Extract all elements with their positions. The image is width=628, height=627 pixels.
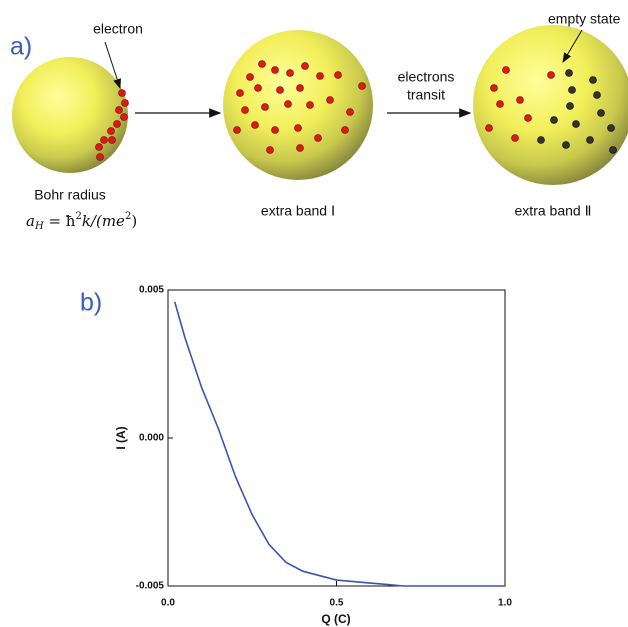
electron-dot xyxy=(236,89,244,97)
empty-state-dot xyxy=(537,136,545,144)
panel-label: b) xyxy=(80,289,102,317)
data-line xyxy=(173,301,505,587)
label: extra band Ⅰ xyxy=(261,203,335,219)
empty-state-dot xyxy=(609,146,617,154)
electron-dot xyxy=(358,82,366,90)
electron-dot xyxy=(547,71,555,79)
empty-state-dot xyxy=(593,91,601,99)
panel-label: a) xyxy=(10,33,32,61)
electron-dot xyxy=(241,106,249,114)
electron-dot xyxy=(254,84,262,92)
x-tick-label: 0.5 xyxy=(330,598,344,609)
electron-dot xyxy=(107,127,115,135)
electron-dot xyxy=(301,62,309,70)
electron-dot xyxy=(306,101,314,109)
empty-state-dot xyxy=(572,120,580,128)
y-axis-title: I (A) xyxy=(114,426,128,449)
empty-state-dot xyxy=(586,136,594,144)
electron-dot xyxy=(490,84,498,92)
electron-dot xyxy=(251,121,259,129)
electron-dot xyxy=(271,66,279,74)
diagram xyxy=(12,25,628,185)
electron-dot xyxy=(511,134,519,142)
electron-dot xyxy=(296,144,304,152)
empty-state-dot xyxy=(566,102,574,110)
electron-dot xyxy=(294,124,302,132)
electron-dot xyxy=(100,136,108,144)
electron-dot xyxy=(516,96,524,104)
electron-dot xyxy=(246,73,254,81)
arrow xyxy=(562,29,583,63)
empty-state-dot xyxy=(607,124,615,132)
electron-dot xyxy=(314,134,322,142)
electron-dot xyxy=(115,106,123,114)
empty-state-dot xyxy=(597,109,605,117)
electron-dot xyxy=(296,84,304,92)
electron-dot xyxy=(326,96,334,104)
label: Bohr radius xyxy=(34,187,106,203)
electron-dot xyxy=(118,89,126,97)
sphere xyxy=(473,25,628,185)
electron-dot xyxy=(346,108,354,116)
label: extra band Ⅱ xyxy=(515,203,592,219)
plot-frame xyxy=(167,289,506,587)
electron-dot xyxy=(258,60,266,68)
empty-state-dot xyxy=(568,86,576,94)
electron-dot xyxy=(485,124,493,132)
x-tick-label: 1.0 xyxy=(498,598,512,609)
label: transit xyxy=(407,87,445,103)
electron-dot xyxy=(524,114,532,122)
sphere xyxy=(223,30,373,180)
x-axis-title: Q (C) xyxy=(321,612,350,626)
y-tick-label: 0.000 xyxy=(139,433,164,444)
electron-dot xyxy=(108,136,116,144)
formula: aH = ħ2k/(me2) xyxy=(26,211,137,232)
electron-dot xyxy=(121,99,129,107)
x-tick-label: 0.0 xyxy=(161,598,175,609)
arrow xyxy=(104,41,122,89)
electron-dot xyxy=(286,69,294,77)
label: electrons xyxy=(398,69,455,85)
electron-dot xyxy=(502,66,510,74)
electron-dot xyxy=(496,100,504,108)
empty-state-dot xyxy=(550,116,558,124)
electron-dot xyxy=(276,86,284,94)
electron-dot xyxy=(113,120,121,128)
electron-dot xyxy=(95,143,103,151)
electron-dot xyxy=(120,113,128,121)
electron-dot xyxy=(271,126,279,134)
electron-dot xyxy=(261,103,269,111)
electron-dot xyxy=(341,126,349,134)
sphere xyxy=(12,57,128,173)
empty-state-dot xyxy=(589,76,597,84)
electron-dot xyxy=(284,100,292,108)
electron-dot xyxy=(233,126,241,134)
empty-state-dot xyxy=(562,141,570,149)
electron-dot xyxy=(96,153,104,161)
y-tick-label: -0.005 xyxy=(136,581,165,592)
label: empty state xyxy=(548,11,621,27)
label: electron xyxy=(93,21,143,37)
electron-dot xyxy=(266,146,274,154)
empty-state-dot xyxy=(565,69,573,77)
y-tick-label: 0.005 xyxy=(139,285,164,296)
electron-dot xyxy=(316,72,324,80)
electron-dot xyxy=(334,71,342,79)
